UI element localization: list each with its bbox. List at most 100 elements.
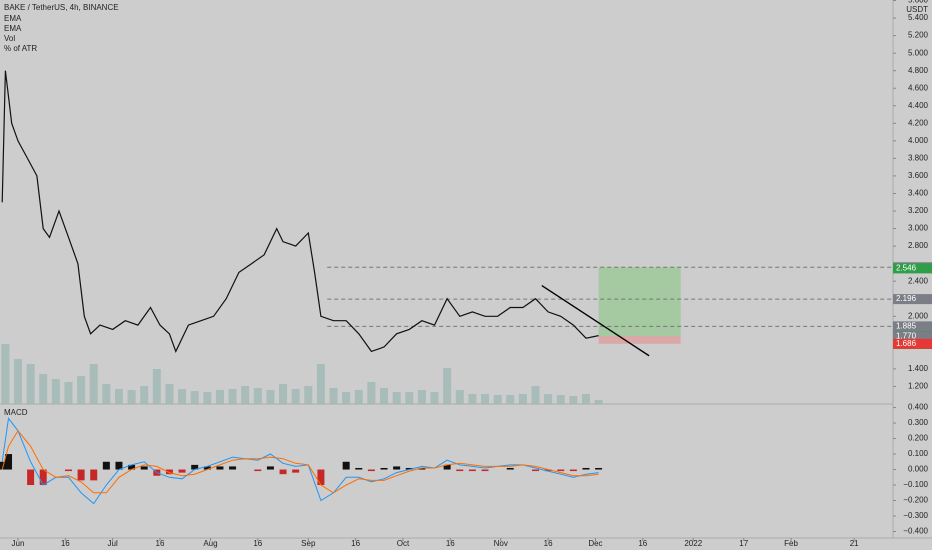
x-tick-label: 16 bbox=[638, 539, 647, 548]
x-tick-label: Nov bbox=[494, 539, 508, 548]
volume-bar bbox=[329, 388, 338, 404]
y-tick-label: 3.800 bbox=[908, 154, 929, 163]
volume-bar bbox=[417, 390, 426, 404]
volume-bar bbox=[102, 384, 111, 404]
histogram-bar bbox=[216, 466, 224, 470]
volume-bar bbox=[241, 386, 250, 404]
legend-item: % of ATR bbox=[4, 44, 37, 53]
volume-bar bbox=[380, 388, 389, 404]
histogram-bar bbox=[468, 469, 476, 472]
y-tick-label: 3.600 bbox=[908, 171, 929, 180]
x-tick-label: 16 bbox=[446, 539, 455, 548]
volume-bar bbox=[443, 368, 452, 404]
histogram-bar bbox=[191, 464, 199, 470]
y-tick-label: 1.200 bbox=[908, 382, 929, 391]
histogram-bar bbox=[39, 469, 47, 486]
x-tick-label: 16 bbox=[253, 539, 262, 548]
volume-bar bbox=[468, 394, 477, 404]
volume-bar bbox=[190, 391, 199, 404]
histogram-bar bbox=[456, 469, 464, 472]
volume-bar bbox=[228, 389, 237, 404]
x-tick-label: Sep bbox=[301, 539, 316, 548]
histogram-bar bbox=[140, 466, 148, 470]
volume-bar bbox=[140, 386, 149, 404]
price-label-box bbox=[893, 321, 932, 332]
volume-bar bbox=[1, 344, 10, 404]
volume-bar bbox=[569, 396, 578, 404]
volume-bar bbox=[316, 364, 325, 404]
price-label: 2.196 bbox=[896, 294, 917, 303]
y-tick-label: 0.200 bbox=[908, 434, 929, 443]
y-tick-label: 3.000 bbox=[908, 224, 929, 233]
price-label-box bbox=[893, 338, 932, 349]
histogram-bar bbox=[405, 467, 413, 470]
x-tick-label: Aug bbox=[203, 539, 217, 548]
histogram-bar bbox=[582, 467, 590, 470]
volume-bar bbox=[114, 389, 123, 404]
volume-bar bbox=[518, 394, 527, 404]
legend-item: Vol bbox=[4, 34, 15, 43]
histogram-bar bbox=[254, 469, 262, 472]
x-tick-label: 21 bbox=[850, 539, 859, 548]
histogram-bar bbox=[115, 461, 123, 470]
volume-bar bbox=[493, 395, 502, 404]
volume-bar bbox=[392, 392, 401, 404]
y-tick-label: −0.300 bbox=[903, 511, 928, 520]
x-tick-label: 17 bbox=[739, 539, 748, 548]
price-label: 1.770 bbox=[896, 332, 917, 341]
legend-item: EMA bbox=[4, 24, 22, 33]
y-tick-label: 4.600 bbox=[908, 83, 929, 92]
histogram-bar bbox=[531, 469, 539, 472]
histogram-bar bbox=[229, 466, 237, 470]
volume-bar bbox=[215, 390, 224, 404]
price-label-box bbox=[893, 263, 932, 274]
y-tick-label: 5.400 bbox=[908, 13, 929, 22]
histogram-bar bbox=[5, 454, 13, 470]
price-label: 2.546 bbox=[896, 264, 917, 273]
volume-bar bbox=[405, 392, 414, 404]
price-line bbox=[1, 70, 599, 353]
histogram-bar bbox=[102, 461, 110, 470]
chart-title: BAKE / TetherUS, 4h, BINANCE bbox=[4, 3, 119, 12]
x-tick-label: 16 bbox=[351, 539, 360, 548]
y-tick-label: 2.000 bbox=[908, 311, 929, 320]
pane-title: MACD bbox=[4, 408, 28, 417]
y-tick-label: 0.400 bbox=[908, 403, 929, 412]
y-tick-label: 5.000 bbox=[908, 48, 929, 57]
price-label: 1.686 bbox=[896, 339, 917, 348]
volume-bar bbox=[480, 394, 489, 404]
volume-bar bbox=[531, 386, 540, 404]
histogram-bar bbox=[342, 461, 350, 470]
y-tick-label: 4.000 bbox=[908, 136, 929, 145]
y-tick-label: 0.000 bbox=[908, 465, 929, 474]
y-tick-label: 4.200 bbox=[908, 118, 929, 127]
y-tick-label: 3.200 bbox=[908, 206, 929, 215]
histogram-bar bbox=[27, 469, 35, 486]
y-tick-label: 1.400 bbox=[908, 364, 929, 373]
volume-bar bbox=[455, 390, 464, 404]
volume-bar bbox=[13, 359, 22, 404]
histogram-bar bbox=[266, 466, 274, 470]
histogram-bar bbox=[355, 467, 363, 470]
volume-bar bbox=[89, 364, 98, 404]
volume-bar bbox=[253, 388, 262, 404]
volume-bar bbox=[354, 390, 363, 404]
histogram-bar bbox=[292, 469, 300, 473]
y-tick-label: 2.400 bbox=[908, 276, 929, 285]
histogram-bar bbox=[393, 466, 401, 470]
histogram-bar bbox=[506, 467, 514, 470]
volume-bar bbox=[279, 384, 288, 404]
y-tick-label: 0.300 bbox=[908, 418, 929, 427]
volume-bar bbox=[304, 386, 313, 404]
x-tick-label: Oct bbox=[397, 539, 410, 548]
price-label-box bbox=[893, 294, 932, 305]
y-tick-label: −0.100 bbox=[903, 480, 928, 489]
histogram-bar bbox=[595, 467, 603, 470]
trendline bbox=[541, 285, 650, 357]
histogram-bar bbox=[279, 469, 287, 475]
volume-bar bbox=[430, 392, 439, 404]
histogram-bar bbox=[90, 469, 98, 481]
volume-bar bbox=[291, 389, 300, 404]
y-tick-label: 2.800 bbox=[908, 241, 929, 250]
